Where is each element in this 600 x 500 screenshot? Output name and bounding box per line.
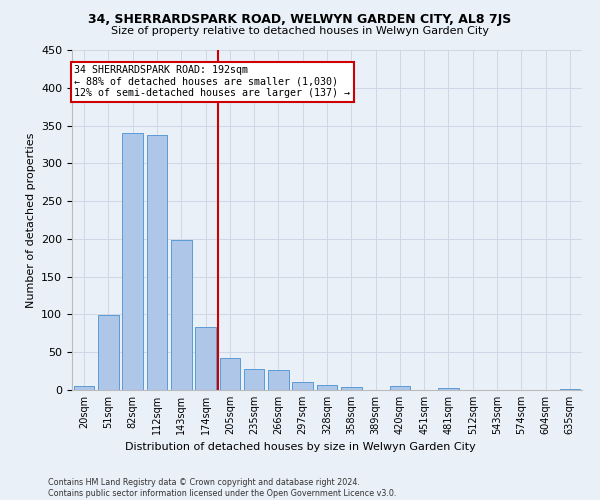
- Text: Contains HM Land Registry data © Crown copyright and database right 2024.
Contai: Contains HM Land Registry data © Crown c…: [48, 478, 397, 498]
- Bar: [389, 386, 410, 390]
- Bar: [74, 386, 94, 390]
- Bar: [317, 386, 337, 390]
- Bar: [438, 388, 459, 390]
- Bar: [244, 369, 265, 390]
- Bar: [292, 382, 313, 390]
- Bar: [268, 370, 289, 390]
- Text: 34, SHERRARDSPARK ROAD, WELWYN GARDEN CITY, AL8 7JS: 34, SHERRARDSPARK ROAD, WELWYN GARDEN CI…: [88, 12, 512, 26]
- Bar: [122, 133, 143, 390]
- Bar: [146, 134, 167, 390]
- Bar: [560, 389, 580, 390]
- Text: Distribution of detached houses by size in Welwyn Garden City: Distribution of detached houses by size …: [125, 442, 475, 452]
- Bar: [98, 315, 119, 390]
- Text: Size of property relative to detached houses in Welwyn Garden City: Size of property relative to detached ho…: [111, 26, 489, 36]
- Bar: [171, 240, 191, 390]
- Bar: [341, 387, 362, 390]
- Y-axis label: Number of detached properties: Number of detached properties: [26, 132, 35, 308]
- Text: 34 SHERRARDSPARK ROAD: 192sqm
← 88% of detached houses are smaller (1,030)
12% o: 34 SHERRARDSPARK ROAD: 192sqm ← 88% of d…: [74, 65, 350, 98]
- Bar: [220, 358, 240, 390]
- Bar: [195, 326, 216, 390]
